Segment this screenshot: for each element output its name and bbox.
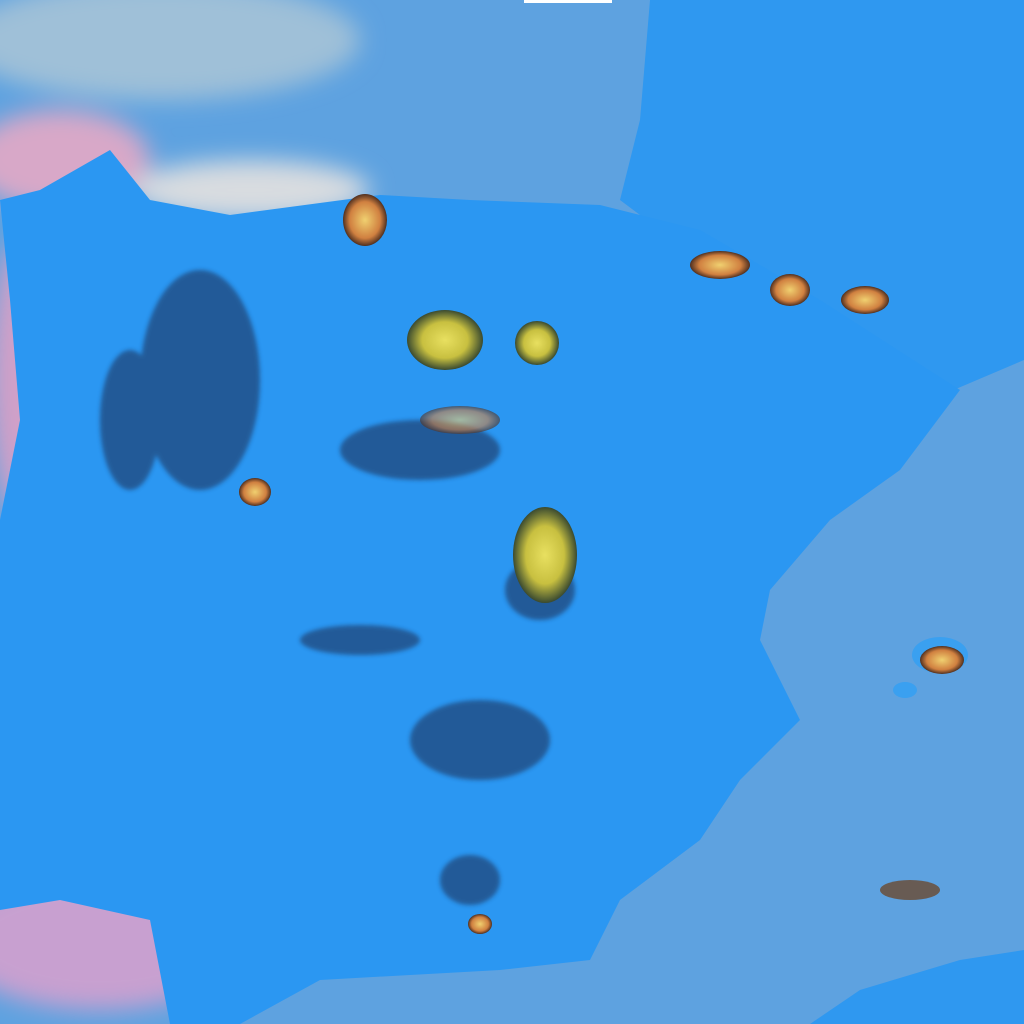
land-france <box>620 0 1024 420</box>
storm-cells <box>239 194 964 934</box>
land-africa <box>810 950 1024 1024</box>
top-bar <box>524 0 612 3</box>
cloud-shadows <box>100 270 575 905</box>
island <box>893 682 917 698</box>
